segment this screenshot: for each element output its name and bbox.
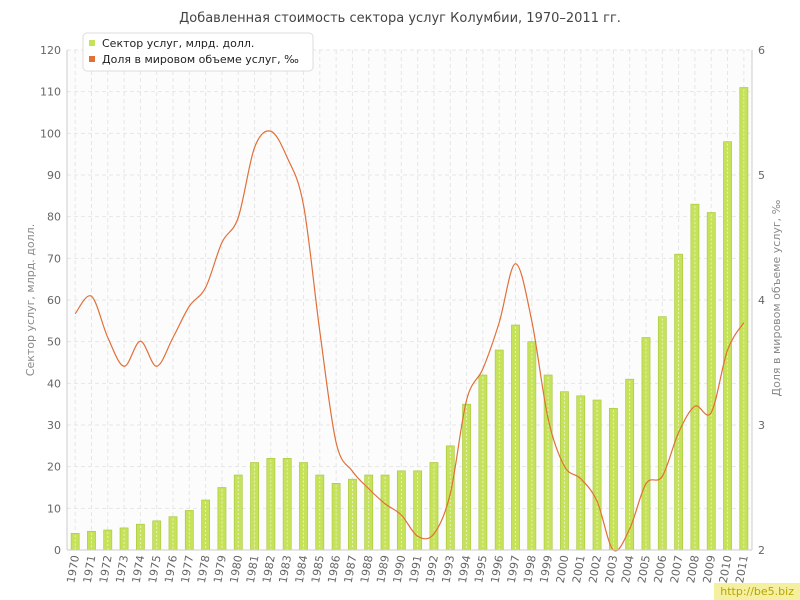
x-tick-label: 1995 (472, 554, 490, 584)
x-tick-label: 1996 (488, 554, 506, 584)
legend-label-bars: Сектор услуг, млрд. долл. (102, 37, 254, 50)
x-tick-label: 1972 (97, 554, 115, 584)
x-tick-label: 2005 (635, 554, 653, 584)
y-tick-label: 50 (47, 336, 61, 349)
chart-title: Добавленная стоимость сектора услуг Колу… (179, 11, 621, 26)
y-tick-label: 0 (54, 544, 61, 557)
x-tick-label: 1982 (260, 554, 278, 584)
legend-swatch-bars (89, 40, 95, 46)
bar (282, 458, 292, 551)
axes: 0102030405060708090100110120234561970197… (40, 44, 765, 584)
x-tick-label: 2007 (668, 554, 686, 584)
x-tick-label: 1988 (358, 554, 376, 584)
y-tick-label: 80 (47, 211, 61, 224)
y2-tick-label: 3 (758, 419, 765, 432)
y-tick-label: 10 (47, 502, 61, 515)
x-tick-label: 1970 (64, 554, 82, 584)
y-tick-label: 90 (47, 169, 61, 182)
x-tick-label: 1989 (374, 554, 392, 584)
legend-box (82, 32, 314, 72)
x-tick-label: 1978 (195, 554, 213, 584)
x-tick-label: 1999 (537, 554, 555, 584)
x-tick-label: 1981 (244, 554, 262, 584)
x-tick-label: 2011 (733, 554, 751, 584)
x-tick-label: 1997 (505, 554, 523, 584)
x-tick-label: 1973 (113, 554, 131, 584)
x-tick-label: 1975 (146, 554, 164, 584)
y2-tick-label: 2 (758, 544, 765, 557)
bar (168, 516, 178, 551)
x-tick-label: 1983 (276, 554, 294, 584)
x-tick-label: 2006 (652, 554, 670, 584)
y-tick-label: 70 (47, 252, 61, 265)
watermark[interactable]: http://be5.biz (714, 583, 800, 600)
y-axis-label: Сектор услуг, млрд. долл. (24, 224, 37, 376)
x-tick-label: 1974 (130, 554, 148, 584)
y-tick-label: 30 (47, 419, 61, 432)
x-tick-label: 1991 (407, 554, 425, 584)
bar (266, 458, 276, 551)
legend-swatch-line (89, 56, 95, 62)
x-tick-label: 2002 (586, 554, 604, 584)
x-tick-label: 1980 (228, 554, 246, 584)
y-tick-label: 60 (47, 294, 61, 307)
x-tick-label: 2004 (619, 554, 637, 584)
x-tick-label: 2008 (684, 554, 702, 584)
x-tick-label: 2001 (570, 554, 588, 584)
x-tick-label: 2000 (554, 554, 572, 584)
y2-tick-label: 5 (758, 169, 765, 182)
x-tick-label: 1979 (211, 554, 229, 584)
x-tick-label: 1971 (81, 554, 99, 584)
x-tick-label: 1976 (162, 554, 180, 584)
y2-tick-label: 4 (758, 294, 765, 307)
x-tick-label: 1985 (309, 554, 327, 584)
x-tick-label: 1992 (423, 554, 441, 584)
line-series (74, 130, 745, 552)
x-tick-label: 1994 (456, 554, 474, 584)
x-tick-label: 2003 (603, 554, 621, 584)
y-tick-label: 100 (40, 127, 61, 140)
bar (625, 378, 635, 551)
y2-axis-label: Доля в мировом объеме услуг, ‰ (770, 199, 783, 396)
x-tick-label: 1998 (521, 554, 539, 584)
legend-label-line: Доля в мировом объеме услуг, ‰ (102, 53, 299, 66)
bar-series (70, 87, 749, 551)
y-tick-label: 120 (40, 44, 61, 57)
x-tick-label: 1990 (391, 554, 409, 584)
x-tick-label: 2010 (717, 554, 735, 584)
legend: Сектор услуг, млрд. долл. Доля в мировом… (82, 32, 314, 72)
x-tick-label: 1986 (325, 554, 343, 584)
y-tick-label: 40 (47, 377, 61, 390)
x-tick-label: 1993 (440, 554, 458, 584)
y-tick-label: 110 (40, 86, 61, 99)
y-tick-label: 20 (47, 461, 61, 474)
x-tick-label: 1984 (293, 554, 311, 584)
x-tick-label: 1977 (179, 554, 197, 584)
y2-tick-label: 6 (758, 44, 765, 57)
series-line (74, 130, 745, 552)
x-tick-label: 2009 (701, 554, 719, 584)
x-tick-label: 1987 (342, 554, 360, 584)
